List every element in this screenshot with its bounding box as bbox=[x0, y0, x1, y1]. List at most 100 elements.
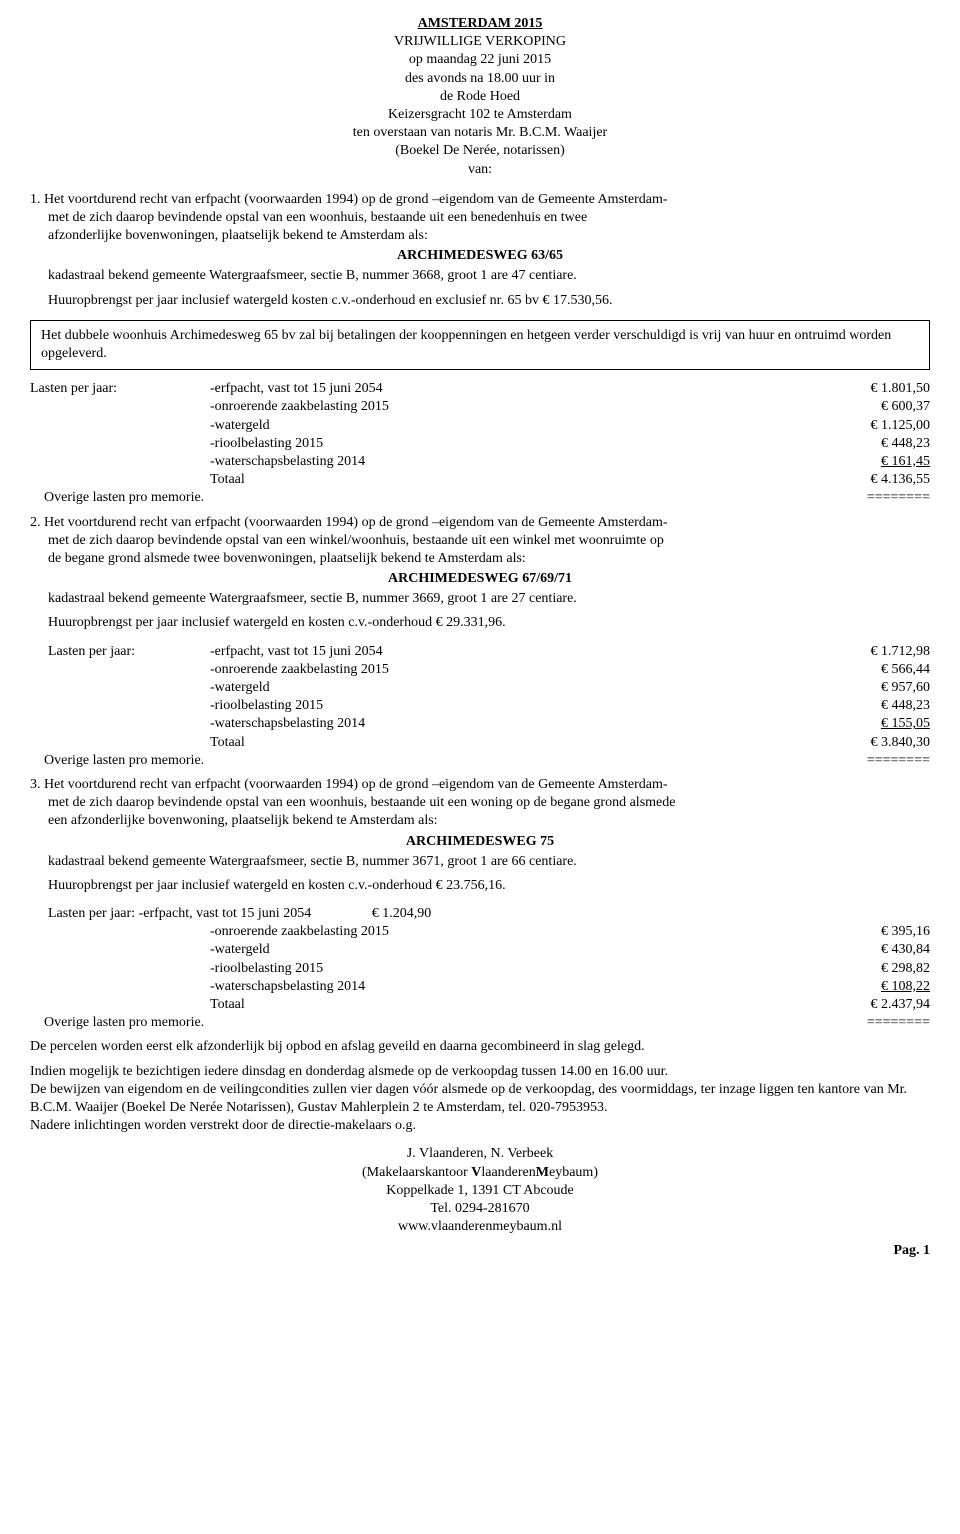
lasten-row: Totaal € 3.840,30 bbox=[30, 734, 930, 752]
footer-names: J. Vlaanderen, N. Verbeek bbox=[30, 1145, 930, 1163]
lasten-row: -rioolbelasting 2015 € 448,23 bbox=[30, 697, 930, 715]
item-text: Het voortdurend recht van erfpacht (voor… bbox=[44, 777, 668, 792]
item-text: een afzonderlijke bovenwoning, plaatseli… bbox=[30, 812, 930, 830]
lasten-value: € 1.712,98 bbox=[810, 643, 930, 661]
lasten-row: Overige lasten pro memorie. ======== bbox=[30, 489, 930, 507]
lasten-row: -onroerende zaakbelasting 2015 € 566,44 bbox=[30, 661, 930, 679]
lasten-row: Lasten per jaar: -erfpacht, vast tot 15 … bbox=[30, 643, 930, 661]
lasten-row: Lasten per jaar: -erfpacht, vast tot 15 … bbox=[30, 380, 930, 398]
lasten-name: -waterschapsbelasting 2014 bbox=[210, 715, 810, 733]
lasten-row: -rioolbelasting 2015 € 298,82 bbox=[30, 960, 930, 978]
huur-text: Huuropbrengst per jaar inclusief waterge… bbox=[30, 877, 930, 895]
item-1: 1. Het voortdurend recht van erfpacht (v… bbox=[30, 191, 930, 371]
lasten-row: -onroerende zaakbelasting 2015 € 600,37 bbox=[30, 398, 930, 416]
header-line: ten overstaan van notaris Mr. B.C.M. Waa… bbox=[30, 124, 930, 142]
lasten-row: Totaal € 2.437,94 bbox=[30, 996, 930, 1014]
lasten-value: € 566,44 bbox=[810, 661, 930, 679]
lasten-label: Lasten per jaar: -erfpacht, vast tot 15 … bbox=[30, 905, 311, 923]
lasten-value: € 600,37 bbox=[810, 398, 930, 416]
kadastraal-text: kadastraal bekend gemeente Watergraafsme… bbox=[30, 267, 930, 285]
lasten-value: € 430,84 bbox=[810, 941, 930, 959]
lasten-value: € 448,23 bbox=[810, 697, 930, 715]
lasten-value: € 448,23 bbox=[810, 435, 930, 453]
item-3: 3. Het voortdurend recht van erfpacht (v… bbox=[30, 776, 930, 895]
lasten-name: -waterschapsbelasting 2014 bbox=[210, 453, 810, 471]
overige-eq: ======== bbox=[810, 489, 930, 507]
header-line: de Rode Hoed bbox=[30, 88, 930, 106]
item-text: met de zich daarop bevindende opstal van… bbox=[30, 532, 930, 550]
lasten-name: -watergeld bbox=[210, 417, 810, 435]
footer-p3: De bewijzen van eigendom en de veilingco… bbox=[30, 1081, 930, 1117]
lasten-row: Lasten per jaar: -erfpacht, vast tot 15 … bbox=[30, 905, 930, 923]
header-line: op maandag 22 juni 2015 bbox=[30, 51, 930, 69]
lasten-name: -erfpacht, vast tot 15 juni 2054 bbox=[210, 643, 810, 661]
box-text: Het dubbele woonhuis Archimedesweg 65 bv… bbox=[41, 328, 891, 361]
lasten-section-3: Lasten per jaar: -erfpacht, vast tot 15 … bbox=[30, 905, 930, 1032]
item-text: Het voortdurend recht van erfpacht (voor… bbox=[44, 515, 668, 530]
page-number: Pag. 1 bbox=[30, 1242, 930, 1260]
kadastraal-text: kadastraal bekend gemeente Watergraafsme… bbox=[30, 853, 930, 871]
footer-p4: Nadere inlichtingen worden verstrekt doo… bbox=[30, 1117, 930, 1135]
lasten-name: -waterschapsbelasting 2014 bbox=[210, 978, 810, 996]
lasten-name: Totaal bbox=[210, 734, 810, 752]
lasten-name: -onroerende zaakbelasting 2015 bbox=[210, 398, 810, 416]
header-line: Keizersgracht 102 te Amsterdam bbox=[30, 106, 930, 124]
footer-tel: Tel. 0294-281670 bbox=[30, 1200, 930, 1218]
footer-contact: J. Vlaanderen, N. Verbeek (Makelaarskant… bbox=[30, 1145, 930, 1236]
lasten-name: -rioolbelasting 2015 bbox=[210, 697, 810, 715]
lasten-name: Totaal bbox=[210, 471, 810, 489]
lasten-name: -rioolbelasting 2015 bbox=[210, 960, 810, 978]
lasten-value: € 155,05 bbox=[810, 715, 930, 733]
lasten-row: Overige lasten pro memorie. ======== bbox=[30, 1014, 930, 1032]
lasten-value: € 1.801,50 bbox=[810, 380, 930, 398]
huur-text: Huuropbrengst per jaar inclusief waterge… bbox=[30, 292, 930, 310]
lasten-label: Lasten per jaar: bbox=[30, 380, 210, 398]
item-prefix: 2. bbox=[30, 515, 44, 530]
item-text: afzonderlijke bovenwoningen, plaatselijk… bbox=[30, 227, 930, 245]
item-text: de begane grond alsmede twee bovenwoning… bbox=[30, 550, 930, 568]
footer-web: www.vlaanderenmeybaum.nl bbox=[30, 1218, 930, 1236]
lasten-name: -onroerende zaakbelasting 2015 bbox=[210, 661, 810, 679]
lasten-value: € 161,45 bbox=[810, 453, 930, 471]
lasten-row: -waterschapsbelasting 2014 € 161,45 bbox=[30, 453, 930, 471]
item-2: 2. Het voortdurend recht van erfpacht (v… bbox=[30, 514, 930, 633]
lasten-value: € 1.204,90 bbox=[311, 905, 431, 923]
document-header: AMSTERDAM 2015 VRIJWILLIGE VERKOPING op … bbox=[30, 15, 930, 179]
header-line: van: bbox=[30, 161, 930, 179]
overige-eq: ======== bbox=[810, 752, 930, 770]
lasten-row: -watergeld € 430,84 bbox=[30, 941, 930, 959]
lasten-row: -rioolbelasting 2015 € 448,23 bbox=[30, 435, 930, 453]
overige-eq: ======== bbox=[810, 1014, 930, 1032]
lasten-row: -waterschapsbelasting 2014 € 155,05 bbox=[30, 715, 930, 733]
lasten-value: € 1.125,00 bbox=[810, 417, 930, 435]
kadastraal-text: kadastraal bekend gemeente Watergraafsme… bbox=[30, 590, 930, 608]
lasten-value: € 957,60 bbox=[810, 679, 930, 697]
item-text: met de zich daarop bevindende opstal van… bbox=[30, 209, 930, 227]
huur-text: Huuropbrengst per jaar inclusief waterge… bbox=[30, 614, 930, 632]
item-text: met de zich daarop bevindende opstal van… bbox=[30, 794, 930, 812]
lasten-label: Lasten per jaar: bbox=[30, 643, 210, 661]
property-title: ARCHIMEDESWEG 75 bbox=[30, 833, 930, 851]
footer-p1: De percelen worden eerst elk afzonderlij… bbox=[30, 1038, 930, 1056]
highlight-box: Het dubbele woonhuis Archimedesweg 65 bv… bbox=[30, 320, 930, 370]
footer-addr: Koppelkade 1, 1391 CT Abcoude bbox=[30, 1182, 930, 1200]
doc-subtitle: VRIJWILLIGE VERKOPING bbox=[30, 33, 930, 51]
lasten-name: -erfpacht, vast tot 15 juni 2054 bbox=[210, 380, 810, 398]
lasten-row: -watergeld € 1.125,00 bbox=[30, 417, 930, 435]
lasten-name: Totaal bbox=[210, 996, 810, 1014]
lasten-value: € 2.437,94 bbox=[810, 996, 930, 1014]
overige-text: Overige lasten pro memorie. bbox=[30, 1014, 810, 1032]
header-line: des avonds na 18.00 uur in bbox=[30, 70, 930, 88]
item-prefix: 1. bbox=[30, 192, 44, 207]
header-line: (Boekel De Nerée, notarissen) bbox=[30, 142, 930, 160]
lasten-section-2: Lasten per jaar: -erfpacht, vast tot 15 … bbox=[30, 643, 930, 770]
lasten-value: € 395,16 bbox=[810, 923, 930, 941]
overige-text: Overige lasten pro memorie. bbox=[30, 489, 810, 507]
footer-firm: (Makelaarskantoor VlaanderenMeybaum) bbox=[30, 1164, 930, 1182]
lasten-value: € 298,82 bbox=[810, 960, 930, 978]
lasten-row: -watergeld € 957,60 bbox=[30, 679, 930, 697]
lasten-name: -onroerende zaakbelasting 2015 bbox=[210, 923, 810, 941]
lasten-name: -rioolbelasting 2015 bbox=[210, 435, 810, 453]
lasten-value: € 4.136,55 bbox=[810, 471, 930, 489]
lasten-value: € 108,22 bbox=[810, 978, 930, 996]
